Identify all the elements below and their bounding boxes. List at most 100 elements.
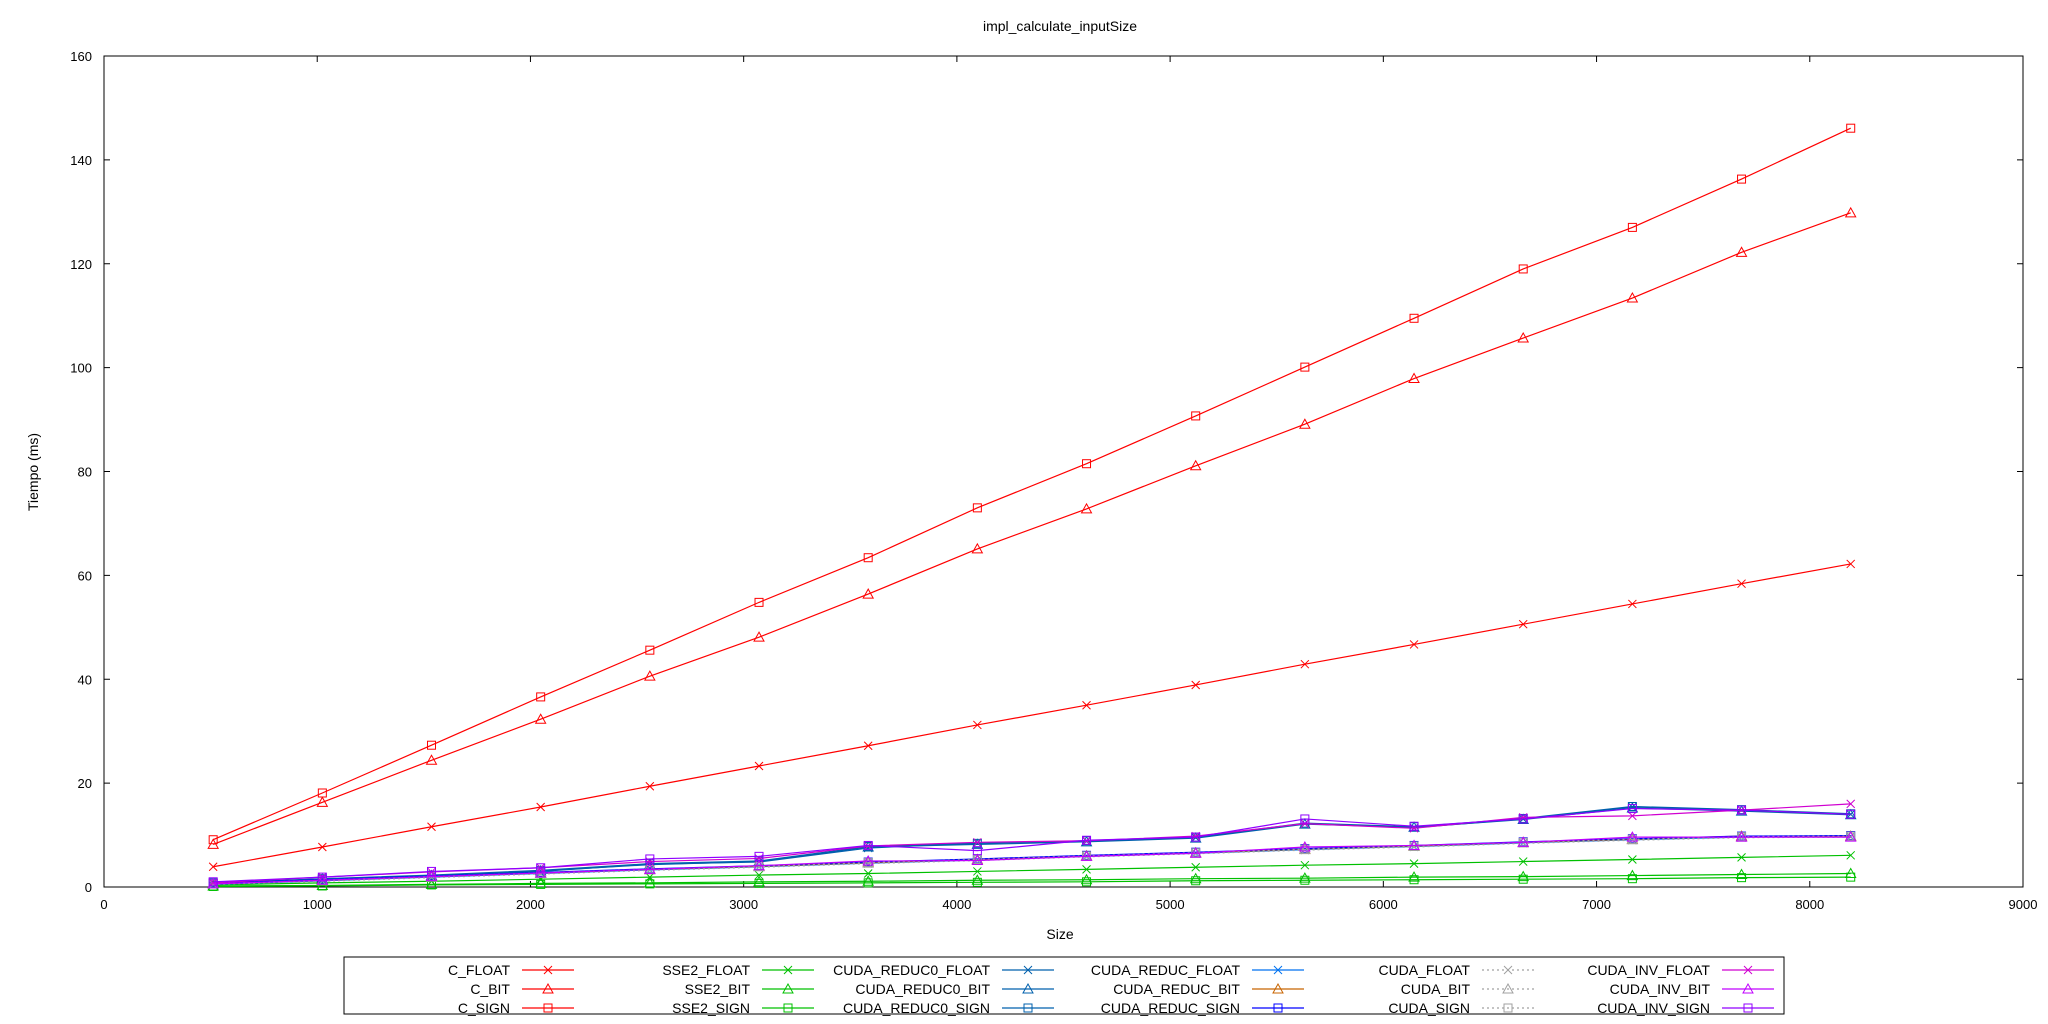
data-point: [862, 855, 875, 866]
legend-marker: [1742, 982, 1754, 994]
data-point: [1300, 875, 1310, 885]
data-point: [1299, 843, 1311, 855]
legend-marker: [1502, 982, 1514, 994]
data-point: [645, 879, 655, 889]
series-line: [213, 807, 1851, 883]
data-point: [1735, 246, 1748, 257]
data-point: [972, 877, 982, 887]
data-point: [207, 877, 220, 889]
data-point: [1191, 832, 1201, 842]
y-axis-title: Tiempo (ms): [25, 433, 41, 511]
data-point: [208, 877, 218, 887]
legend-marker: [543, 965, 553, 975]
legend-label: CUDA_REDUC_BIT: [1113, 981, 1240, 997]
data-point: [1737, 873, 1747, 883]
data-point: [1080, 502, 1093, 514]
data-point: [1299, 418, 1311, 429]
legend-label: C_BIT: [470, 981, 510, 997]
legend-label: CUDA_FLOAT: [1378, 962, 1470, 978]
data-point: [863, 869, 873, 878]
legend-label: CUDA_INV_BIT: [1610, 981, 1711, 997]
data-point: [645, 781, 655, 791]
data-point: [971, 874, 984, 885]
legend-label: CUDA_REDUC_FLOAT: [1091, 962, 1241, 978]
data-point: [1626, 833, 1639, 845]
data-point: [1409, 640, 1419, 649]
data-point: [863, 878, 873, 888]
legend-label: C_FLOAT: [448, 962, 510, 978]
data-point: [1082, 864, 1091, 874]
data-point: [1299, 872, 1311, 883]
legend: C_FLOAT C_BIT C_SIGN SSE2_FLOAT SSE2_BIT SSE2…: [448, 962, 1774, 1016]
data-point: [1846, 123, 1856, 133]
x-tick-label: 5000: [1156, 897, 1185, 912]
data-point: [1844, 831, 1857, 842]
data-point: [1517, 331, 1530, 343]
data-point: [753, 631, 765, 642]
legend-label: SSE2_BIT: [685, 981, 751, 997]
data-point: [753, 859, 765, 871]
data-point: [862, 588, 875, 599]
data-point: [643, 876, 656, 888]
data-point: [1844, 206, 1857, 218]
data-point: [534, 713, 547, 724]
legend-marker: [1503, 1003, 1513, 1013]
data-point: [1846, 850, 1856, 860]
data-point: [1080, 850, 1093, 861]
data-point: [972, 838, 982, 848]
series-c-float: [208, 559, 1856, 872]
data-point: [1628, 855, 1637, 864]
legend-marker: [542, 982, 554, 994]
series-sse2-float: [208, 850, 1856, 890]
data-point: [971, 854, 984, 866]
data-point: [1846, 809, 1856, 819]
data-point: [1082, 835, 1092, 845]
data-point: [317, 842, 327, 852]
data-point: [645, 854, 655, 864]
data-point: [863, 741, 873, 751]
legend-marker: [1743, 965, 1753, 975]
legend-marker: [1022, 982, 1034, 994]
series-line: [213, 876, 1851, 888]
x-tick-label: 3000: [729, 897, 758, 912]
x-tick-label: 4000: [942, 897, 971, 912]
legend-label: CUDA_REDUC0_SIGN: [843, 1000, 990, 1016]
legend-marker: [1273, 1003, 1283, 1013]
legend-marker: [1273, 965, 1283, 975]
data-point: [425, 878, 438, 889]
data-point: [645, 645, 655, 655]
data-point: [643, 863, 656, 874]
legend-label: CUDA_BIT: [1401, 981, 1471, 997]
x-axis: 0 1000 2000 3000 4000 5000 6000 7000 8000 9000: [100, 56, 2037, 912]
data-point: [753, 875, 765, 887]
data-point: [1408, 372, 1420, 384]
legend-marker: [1023, 965, 1033, 975]
data-point: [1300, 659, 1310, 669]
data-point: [1737, 579, 1746, 589]
data-point: [1409, 859, 1419, 868]
data-point: [1300, 362, 1310, 372]
data-point: [427, 866, 437, 876]
data-point: [1628, 599, 1637, 609]
series-line: [213, 854, 1851, 886]
data-point: [643, 670, 656, 681]
data-point: [863, 553, 873, 563]
data-point: [1846, 872, 1856, 882]
data-point: [1518, 857, 1528, 866]
legend-label: SSE2_SIGN: [672, 1000, 750, 1016]
data-point: [1626, 831, 1639, 842]
series-line: [213, 836, 1851, 886]
series-line: [213, 835, 1851, 885]
series-cuda-inv-sign: [208, 804, 1856, 887]
data-point: [427, 740, 437, 750]
data-point: [1846, 559, 1856, 569]
data-point: [1409, 875, 1419, 885]
x-tick-label: 1000: [303, 897, 332, 912]
y-tick-label: 40: [78, 672, 92, 687]
data-point: [1846, 799, 1856, 809]
data-point: [534, 866, 547, 878]
x-tick-label: 7000: [1582, 897, 1611, 912]
data-point: [1737, 805, 1747, 815]
data-point: [863, 840, 873, 850]
